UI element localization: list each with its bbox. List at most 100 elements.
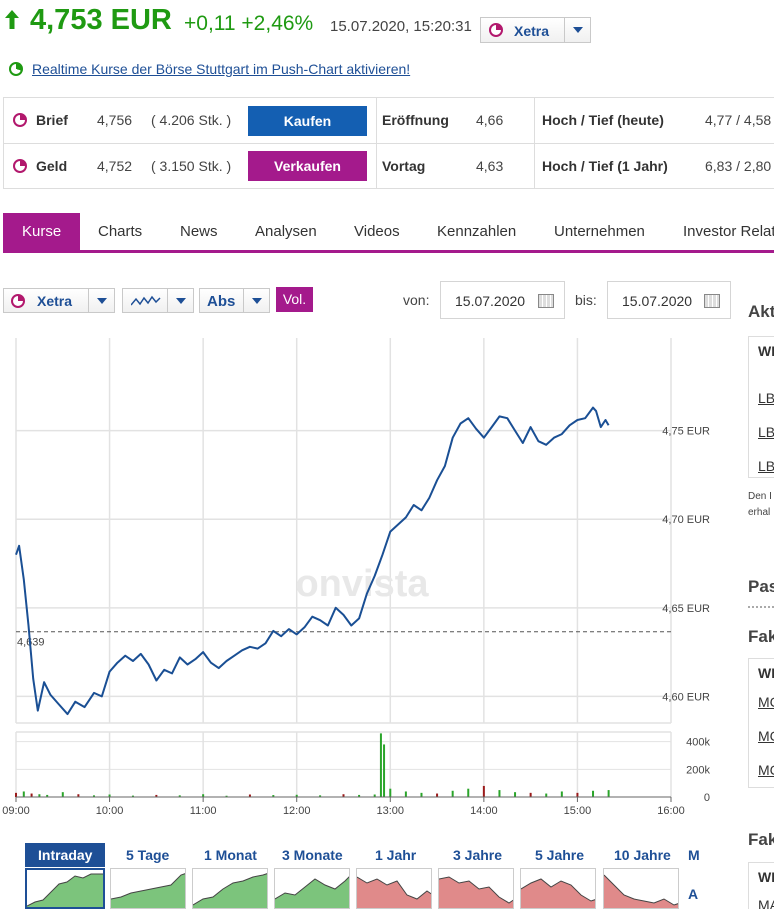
buy-button[interactable]: Kaufen <box>248 106 367 136</box>
calendar-icon[interactable] <box>538 294 554 308</box>
volume-toggle-button[interactable]: Vol. <box>276 287 313 312</box>
volume-bar <box>38 794 41 797</box>
x-tick-label: 12:00 <box>283 805 311 817</box>
tab-unternehmen[interactable]: Unternehmen <box>554 223 645 240</box>
chart-exchange-select[interactable]: Xetra <box>3 288 115 313</box>
x-tick-label: 13:00 <box>377 805 405 817</box>
period-tab-1-jahr[interactable]: 1 Jahr <box>375 847 417 863</box>
thumb-3-jahre[interactable] <box>438 868 514 909</box>
volume-bar <box>607 790 610 797</box>
chart-mode-label: Abs <box>207 293 236 310</box>
price-change-pct: +2,46% <box>241 12 314 35</box>
volume-bar <box>358 794 361 797</box>
chart-grid <box>15 338 672 797</box>
chevron-down-icon[interactable] <box>88 289 114 312</box>
period-tab-extra[interactable]: A <box>688 886 699 902</box>
volume-bar <box>451 790 454 797</box>
thumb-5-jahre[interactable] <box>520 868 596 909</box>
thumb-intraday[interactable] <box>25 868 105 909</box>
tab-analysen[interactable]: Analysen <box>255 223 317 240</box>
thumb-1-jahr[interactable] <box>356 868 432 909</box>
calendar-icon[interactable] <box>704 294 720 308</box>
period-tab-3-monate[interactable]: 3 Monate <box>282 847 343 863</box>
brief-size: ( 4.206 Stk. ) <box>151 112 232 128</box>
thumb-5-tage[interactable] <box>110 868 186 909</box>
sidebar-section-title-faktor-2: Fak <box>748 830 774 849</box>
volume-bar <box>155 794 158 797</box>
reference-line-group: 4,639 <box>16 631 671 649</box>
price-line <box>15 406 610 716</box>
volume-bar <box>342 794 345 797</box>
volume-bar <box>373 794 376 797</box>
period-tab-3-jahre[interactable]: 3 Jahre <box>453 847 503 863</box>
sidebar-section-title-aktien: Akt <box>748 302 774 321</box>
realtime-icon <box>9 62 23 76</box>
high-low-today-value: 4,77 / 4,58 <box>705 112 772 128</box>
sidebar-table-3 <box>748 862 774 909</box>
period-tab-5-jahre[interactable]: 5 Jahre <box>535 847 585 863</box>
tab-kurse[interactable]: Kurse <box>3 213 81 250</box>
y-tick-label: 4,60 EUR <box>662 691 710 703</box>
tab-kennzahlen[interactable]: Kennzahlen <box>437 223 517 240</box>
volume-bar <box>295 794 298 797</box>
quote-table: Brief 4,756 ( 4.206 Stk. ) Kaufen Geld 4… <box>3 97 774 189</box>
period-tab-intraday[interactable]: Intraday <box>38 847 93 863</box>
date-from-value: 15.07.2020 <box>455 293 526 309</box>
volume-bar <box>131 795 134 797</box>
tab-investor-relations[interactable]: Investor Relat <box>683 223 774 240</box>
thumb-1-monat[interactable] <box>192 868 268 909</box>
sidebar-table-2 <box>748 658 774 788</box>
y-axis: 4,75 EUR 4,70 EUR 4,65 EUR 4,60 EUR <box>662 426 710 704</box>
volume-bar <box>529 792 532 797</box>
tab-videos[interactable]: Videos <box>354 223 400 240</box>
realtime-push-link[interactable]: Realtime Kurse der Börse Stuttgart im Pu… <box>32 61 411 77</box>
chevron-down-icon[interactable] <box>564 18 590 42</box>
period-tab-1-monat[interactable]: 1 Monat <box>204 847 257 863</box>
date-to-input[interactable]: 15.07.2020 <box>607 281 731 319</box>
volume-bar <box>46 794 49 797</box>
volume-tick-label: 200k <box>686 764 710 776</box>
volume-bar <box>498 790 501 797</box>
sidebar-link-1[interactable]: LB <box>758 390 774 406</box>
volume-chart: 400k 200k 0 <box>15 731 710 804</box>
volume-bar <box>482 785 485 797</box>
thumb-10-jahre[interactable] <box>603 868 679 909</box>
sidebar-link-2[interactable]: LB <box>758 424 774 440</box>
period-tab-5-tage[interactable]: 5 Tage <box>126 847 170 863</box>
volume-bar <box>379 733 382 797</box>
period-tab-10-jahre[interactable]: 10 Jahre <box>614 847 671 863</box>
thumb-3-monate[interactable] <box>274 868 350 909</box>
open-value: 4,66 <box>476 112 504 128</box>
volume-bar <box>178 795 181 797</box>
volume-bar <box>383 744 386 797</box>
chevron-down-icon[interactable] <box>167 289 193 312</box>
volume-bar <box>404 791 407 797</box>
volume-bar <box>389 788 392 797</box>
period-tab-max[interactable]: M <box>688 847 700 863</box>
sidebar-link-5[interactable]: MC <box>758 728 774 744</box>
row-divider <box>4 143 774 144</box>
sidebar-link-4[interactable]: MC <box>758 694 774 710</box>
exchange-select[interactable]: Xetra <box>480 17 591 43</box>
tab-news[interactable]: News <box>180 223 218 240</box>
chart-mode-select[interactable]: Abs <box>199 288 270 313</box>
volume-bar <box>225 795 228 797</box>
sidebar-link-6[interactable]: MC <box>758 762 774 778</box>
sell-button[interactable]: Verkaufen <box>248 151 367 181</box>
tab-charts[interactable]: Charts <box>98 223 143 240</box>
sidebar-link-3[interactable]: LB <box>758 458 774 474</box>
x-tick-label: 10:00 <box>96 805 124 817</box>
sidebar-link-7[interactable]: MA <box>758 897 774 909</box>
up-arrow-icon <box>5 10 19 29</box>
volume-bar <box>108 794 111 797</box>
main-tabs: Kurse Charts News Analysen Videos Kennza… <box>3 213 774 253</box>
volume-bar <box>560 791 563 797</box>
volume-bar <box>319 795 322 797</box>
chevron-down-icon[interactable] <box>243 289 269 312</box>
date-from-label: von: <box>403 292 430 308</box>
volume-tick-label: 400k <box>686 737 710 749</box>
date-from-input[interactable]: 15.07.2020 <box>440 281 565 319</box>
sidebar-table-2-head: WI <box>758 665 774 681</box>
chart-type-select[interactable] <box>122 288 194 313</box>
